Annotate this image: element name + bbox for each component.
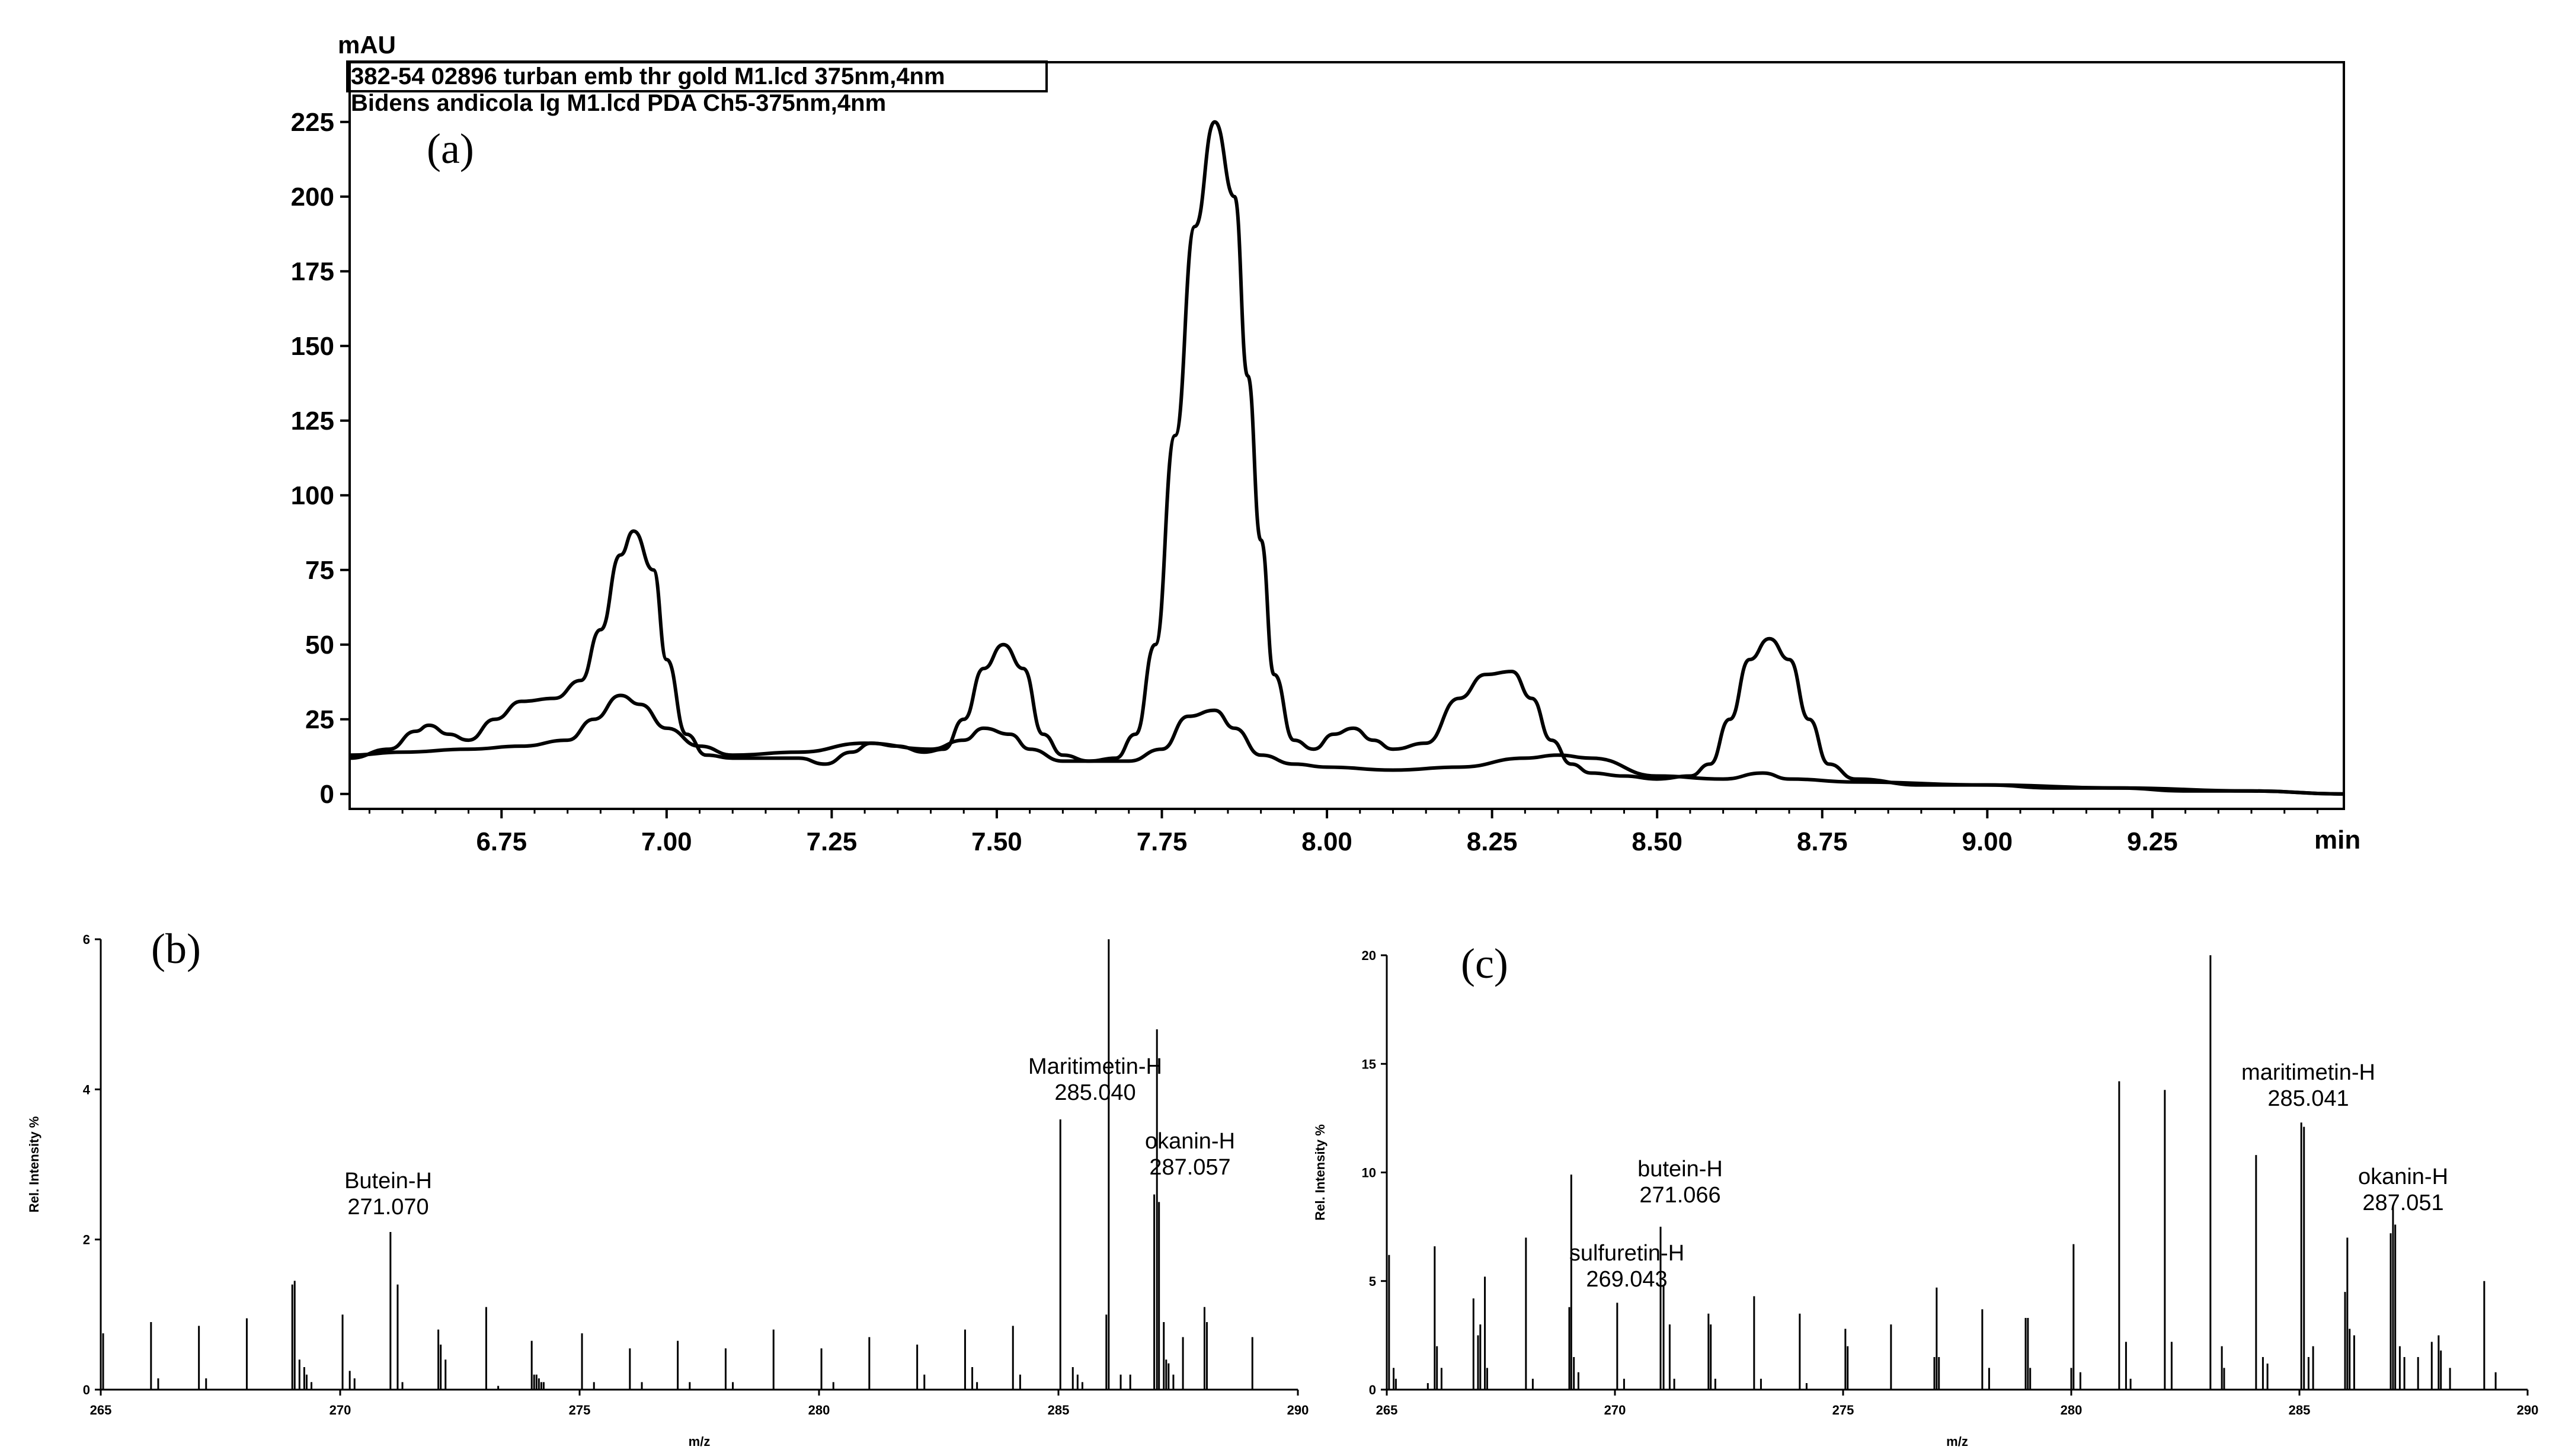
x-tick-label: 285 xyxy=(1048,1403,1070,1417)
x-tick-label: 8.25 xyxy=(1467,827,1518,856)
y-tick-label: 10 xyxy=(1362,1166,1376,1180)
x-tick-label: 270 xyxy=(1604,1403,1626,1417)
y-tick-label: 5 xyxy=(1369,1274,1376,1289)
panel-label-c: (c) xyxy=(1461,940,1508,987)
y-tick-label: 75 xyxy=(305,556,334,585)
x-tick-label: 9.00 xyxy=(1962,827,2013,856)
peak-annotation-label: Maritimetin-H xyxy=(1028,1054,1162,1079)
chromatogram-trace-2 xyxy=(349,693,2344,796)
spectrum-c-xlabel: m/z xyxy=(1946,1434,1968,1449)
x-axis-ticks: 6.75 7.00 7.25 7.50 7.75 8.00 8.25 8.50 8.75 9.00… xyxy=(368,809,2318,856)
y-tick-label: 0 xyxy=(320,780,334,809)
x-tick-label: 9.25 xyxy=(2127,827,2178,856)
x-unit-label: min xyxy=(2314,825,2360,855)
x-tick-label: 8.50 xyxy=(1632,827,1682,856)
x-tick-label: 275 xyxy=(569,1403,591,1417)
y-tick-label: 20 xyxy=(1362,948,1376,963)
y-tick-label: 125 xyxy=(291,407,334,436)
x-tick-label: 7.25 xyxy=(807,827,858,856)
x-tick-label: 8.75 xyxy=(1797,827,1848,856)
peak-annotation-mz: 287.057 xyxy=(1149,1155,1230,1180)
x-tick-label: 8.00 xyxy=(1301,827,1352,856)
mass-spectrum-b: (b) 0 2 4 6 265 270 275 280 285 290 Butein-H271.0… xyxy=(27,925,1309,1449)
y-tick-label: 0 xyxy=(1369,1383,1376,1397)
panel-label-a: (a) xyxy=(427,125,474,172)
x-tick-label: 265 xyxy=(90,1403,112,1417)
legend-entry-2: Bidens andicola lg M1.lcd PDA Ch5-375nm,… xyxy=(351,90,886,116)
x-tick-label: 280 xyxy=(2061,1403,2083,1417)
spectrum-b-axes: 0 2 4 6 265 270 275 280 285 290 xyxy=(83,932,1309,1417)
y-axis-ticks: 0 25 50 75 100 125 150 175 200 225 xyxy=(291,108,350,809)
legend-entry-1: 382-54 02896 turban emb thr gold M1.lcd … xyxy=(351,63,945,89)
spectrum-b-ylabel: Rel. Intensity % xyxy=(27,1116,41,1213)
peak-annotation-label: sulfuretin-H xyxy=(1569,1241,1684,1266)
peak-annotation-mz: 285.041 xyxy=(2267,1086,2349,1111)
legend-box xyxy=(346,60,1048,92)
x-tick-label: 290 xyxy=(1287,1403,1309,1417)
peak-annotation-label: maritimetin-H xyxy=(2241,1060,2375,1085)
y-tick-label: 6 xyxy=(83,932,90,947)
chromatogram-trace-1 xyxy=(349,120,2344,796)
x-tick-label: 270 xyxy=(330,1403,351,1417)
peak-annotation-label: okanin-H xyxy=(1145,1129,1235,1154)
spectrum-b-xlabel: m/z xyxy=(689,1434,711,1449)
peak-annotation-mz: 269.043 xyxy=(1586,1267,1667,1292)
y-tick-label: 200 xyxy=(291,183,334,212)
y-tick-label: 4 xyxy=(83,1082,91,1097)
peak-annotation-mz: 271.066 xyxy=(1639,1183,1720,1208)
peak-annotation-mz: 285.040 xyxy=(1054,1080,1135,1105)
peak-annotation-label: butein-H xyxy=(1637,1157,1723,1182)
x-tick-label: 290 xyxy=(2517,1403,2539,1417)
y-tick-label: 15 xyxy=(1362,1057,1376,1071)
x-tick-label: 275 xyxy=(1832,1403,1854,1417)
mass-spectrum-c: (c) 0 5 10 15 20 265 270 275 280 285 290 sulfureti… xyxy=(1313,940,2538,1449)
peak-annotation-mz: 271.070 xyxy=(347,1195,428,1220)
x-tick-label: 6.75 xyxy=(476,827,527,856)
peak-annotation-label: okanin-H xyxy=(2358,1164,2448,1189)
x-tick-label: 7.50 xyxy=(971,827,1022,856)
y-tick-label: 2 xyxy=(83,1233,90,1247)
x-tick-label: 285 xyxy=(2289,1403,2311,1417)
y-unit-label: mAU xyxy=(338,31,396,59)
x-tick-label: 7.00 xyxy=(641,827,692,856)
x-tick-label: 265 xyxy=(1376,1403,1398,1417)
y-tick-label: 100 xyxy=(291,481,334,510)
peak-annotation-label: Butein-H xyxy=(344,1169,432,1193)
peak-annotation-mz: 287.051 xyxy=(2362,1191,2443,1215)
spectrum-c-ylabel: Rel. Intensity % xyxy=(1313,1124,1328,1221)
chromatogram-frame xyxy=(348,61,2345,810)
spectrum-c-peaks xyxy=(1386,955,2497,1390)
y-tick-label: 25 xyxy=(305,705,334,734)
y-tick-label: 0 xyxy=(83,1383,90,1397)
y-tick-label: 50 xyxy=(305,631,334,660)
x-tick-label: 7.75 xyxy=(1137,827,1188,856)
chromatogram-panel: mAU 382-54 02896 turban emb thr gold M1.… xyxy=(291,31,2361,856)
y-tick-label: 150 xyxy=(291,332,334,361)
y-tick-label: 225 xyxy=(291,108,334,137)
spectrum-c-axes: 0 5 10 15 20 265 270 275 280 285 290 xyxy=(1362,948,2539,1417)
x-tick-label: 280 xyxy=(808,1403,830,1417)
y-tick-label: 175 xyxy=(291,257,334,286)
panel-label-b: (b) xyxy=(151,925,201,972)
spectrum-b-peaks xyxy=(102,939,1253,1390)
